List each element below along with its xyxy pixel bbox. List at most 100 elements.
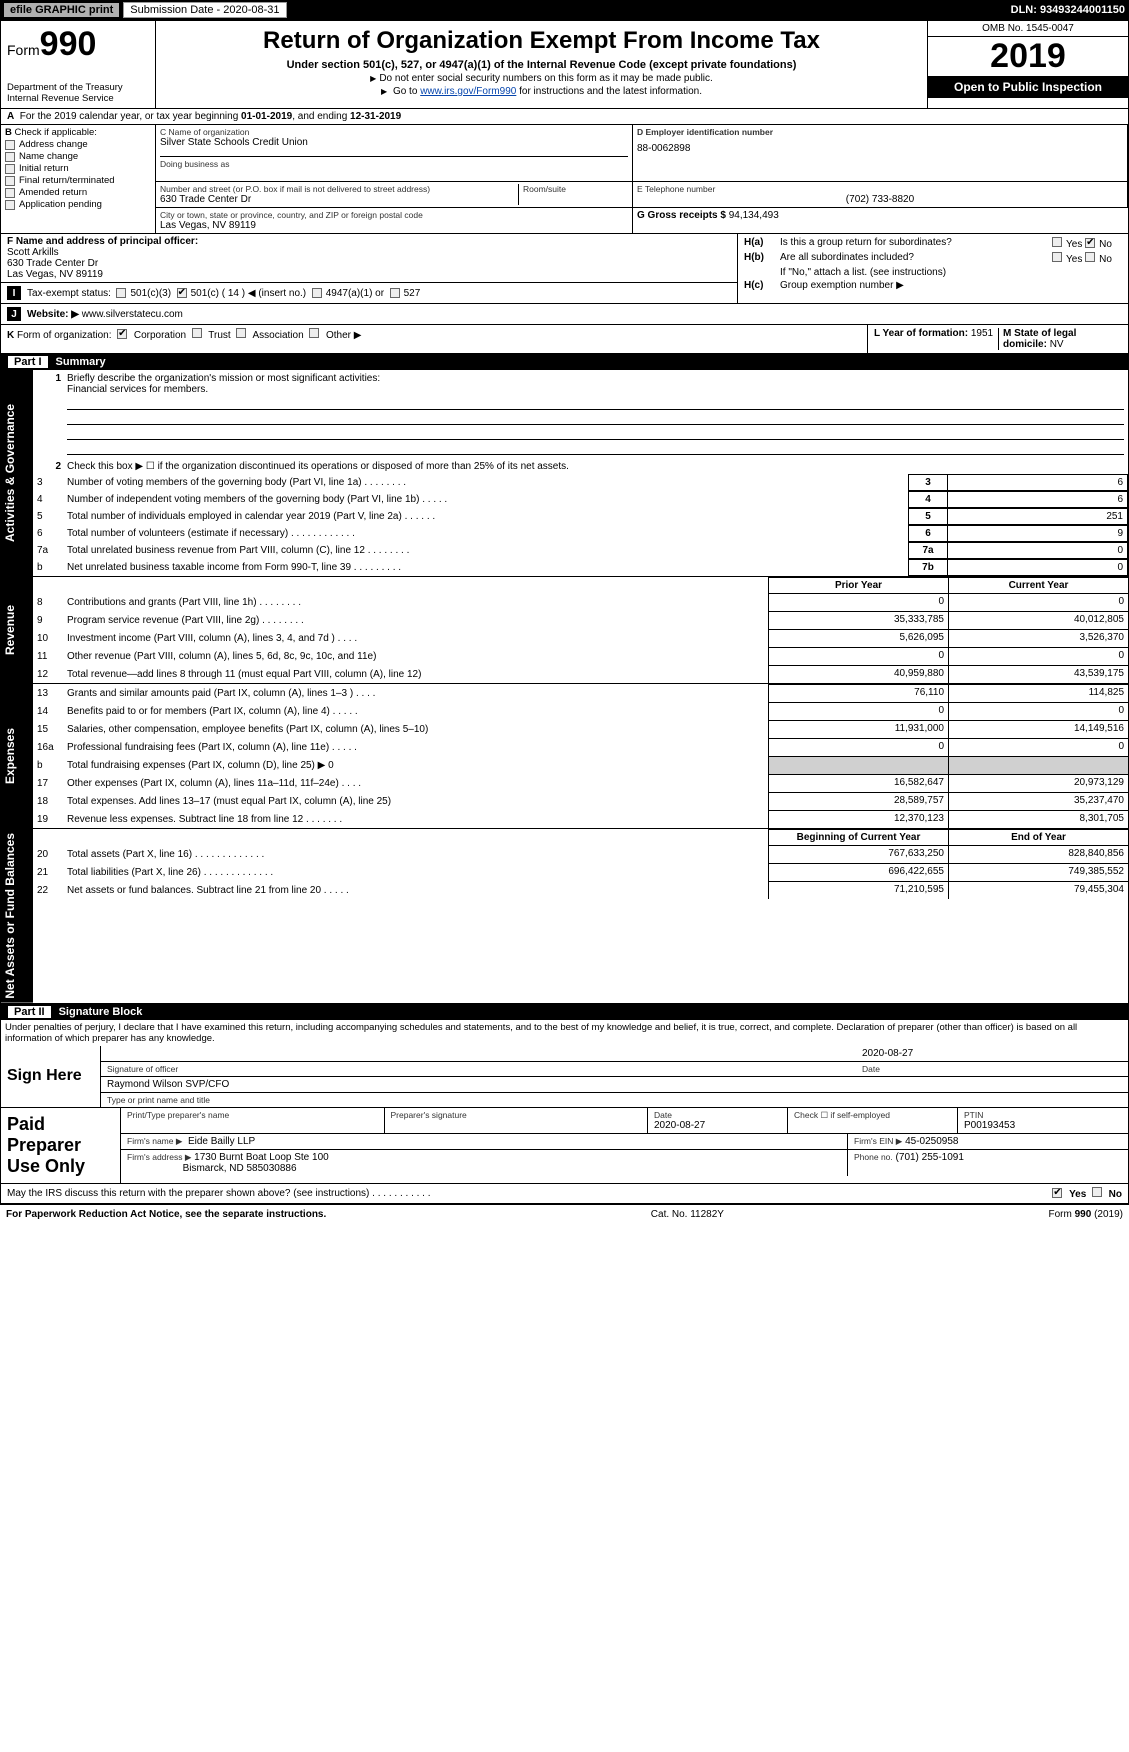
ptin-lbl: PTIN [964, 1110, 1122, 1120]
officer-addr: 630 Trade Center Dr [7, 258, 731, 269]
omb-number: OMB No. 1545-0047 [928, 21, 1128, 37]
chk-corp[interactable] [117, 329, 127, 339]
ha-no-lbl: No [1099, 239, 1112, 250]
tab-expenses: Expenses [1, 684, 33, 828]
k-l-m-row: K Form of organization: Corporation Trus… [0, 325, 1129, 354]
l1-text: Briefly describe the organization's miss… [67, 373, 380, 384]
m-val: NV [1050, 339, 1064, 350]
form-prefix: Form [7, 42, 40, 58]
prep-date: 2020-08-27 [654, 1120, 781, 1131]
part-ii-roman: Part II [8, 1006, 51, 1018]
subtitle-section: Under section 501(c), 527, or 4947(a)(1)… [162, 59, 921, 71]
opt-trust: Trust [208, 330, 230, 341]
room-lbl: Room/suite [523, 184, 628, 194]
d-lbl: D Employer identification number [637, 127, 1123, 137]
footer-left: For Paperwork Reduction Act Notice, see … [6, 1209, 326, 1220]
tab-governance: Activities & Governance [1, 370, 33, 576]
data-line: 22Net assets or fund balances. Subtract … [33, 881, 1128, 899]
row-a-end: 12-31-2019 [350, 111, 401, 122]
form-title: Return of Organization Exempt From Incom… [162, 27, 921, 55]
data-line: 21Total liabilities (Part X, line 26) . … [33, 863, 1128, 881]
l-lbl: L Year of formation: [874, 328, 968, 339]
part-i-roman: Part I [8, 356, 48, 368]
data-line: 8Contributions and grants (Part VIII, li… [33, 593, 1128, 611]
chk-name[interactable] [5, 152, 15, 162]
f-lbl: F Name and address of principal officer: [7, 236, 198, 247]
ha: H(a) [744, 237, 780, 248]
chk-other[interactable] [309, 328, 319, 338]
website-row: J Website: ▶ www.silverstatecu.com [0, 304, 1129, 325]
discuss-no[interactable] [1092, 1187, 1102, 1197]
hb-no-lbl: No [1099, 254, 1112, 265]
sign-here-label: Sign Here [1, 1046, 101, 1107]
l-val: 1951 [971, 328, 993, 339]
ha-yes[interactable] [1052, 237, 1062, 247]
hb-yes[interactable] [1052, 252, 1062, 262]
data-line: 11Other revenue (Part VIII, column (A), … [33, 647, 1128, 665]
row-a-pre: For the 2019 calendar year, or tax year … [20, 111, 241, 122]
row-a-tax-year: A For the 2019 calendar year, or tax yea… [0, 109, 1129, 125]
addr-lbl: Number and street (or P.O. box if mail i… [160, 184, 518, 194]
opt-assoc: Association [253, 330, 304, 341]
tab-netassets: Net Assets or Fund Balances [1, 829, 33, 1003]
phone: (702) 733-8820 [637, 194, 1123, 205]
form-990-big: 990 [40, 25, 97, 63]
e-lbl: E Telephone number [637, 184, 1123, 194]
ha-yes-lbl: Yes [1066, 239, 1082, 250]
part-i-title: Summary [56, 356, 106, 368]
data-line: 10Investment income (Part VIII, column (… [33, 629, 1128, 647]
chk-527[interactable] [390, 288, 400, 298]
opt-4947: 4947(a)(1) or [326, 288, 384, 299]
chk-amended[interactable] [5, 188, 15, 198]
city-lbl: City or town, state or province, country… [160, 210, 628, 220]
irs-link[interactable]: www.irs.gov/Form990 [420, 86, 516, 97]
chk-501c3[interactable] [116, 288, 126, 298]
chk-4947[interactable] [312, 288, 322, 298]
chk-initial[interactable] [5, 164, 15, 174]
chk-pending[interactable] [5, 200, 15, 210]
chk-pending-lbl: Application pending [19, 199, 102, 210]
officer-sig-name: Raymond Wilson SVP/CFO [107, 1079, 1122, 1090]
firm-addr-lbl: Firm's address ▶ [127, 1152, 191, 1162]
dept-irs: Internal Revenue Service [7, 93, 149, 104]
chk-final-lbl: Final return/terminated [19, 175, 115, 186]
b-header: B Check if applicable: [5, 127, 151, 138]
entity-block: B Check if applicable: Address change Na… [0, 125, 1129, 234]
chk-501c[interactable] [177, 288, 187, 298]
data-line: 16aProfessional fundraising fees (Part I… [33, 738, 1128, 756]
data-line: 9Program service revenue (Part VIII, lin… [33, 611, 1128, 629]
part-ii-title: Signature Block [59, 1006, 143, 1018]
goto-post: for instructions and the latest informat… [516, 86, 702, 97]
net-col-hdr: Beginning of Current YearEnd of Year [33, 829, 1128, 845]
opt-527: 527 [404, 288, 421, 299]
part-i-header: Part I Summary [0, 354, 1129, 370]
chk-addr[interactable] [5, 140, 15, 150]
sign-date: 2020-08-27 [862, 1048, 1122, 1059]
row-a-begin: 01-01-2019 [241, 111, 292, 122]
hb-no[interactable] [1085, 252, 1095, 262]
firm-name: Eide Bailly LLP [188, 1136, 255, 1147]
opt-corp: Corporation [134, 330, 186, 341]
discuss-yes[interactable] [1052, 1188, 1062, 1198]
data-line: 18Total expenses. Add lines 13–17 (must … [33, 792, 1128, 810]
chk-final[interactable] [5, 176, 15, 186]
website-val: www.silverstatecu.com [82, 309, 183, 320]
website-lbl: Website: ▶ [27, 309, 79, 320]
perjury-text: Under penalties of perjury, I declare th… [0, 1020, 1129, 1046]
gross: 94,134,493 [729, 210, 779, 221]
sign-here-block: Sign Here 2020-08-27 Signature of office… [0, 1046, 1129, 1108]
rev-section: Revenue Prior YearCurrent Year 8Contribu… [0, 576, 1129, 683]
firm-ein-lbl: Firm's EIN ▶ [854, 1136, 902, 1146]
page-footer: For Paperwork Reduction Act Notice, see … [0, 1204, 1129, 1240]
ha-no[interactable] [1085, 238, 1095, 248]
c-name-lbl: C Name of organization [160, 127, 628, 137]
prep-selfemp-lbl: Check ☐ if self-employed [794, 1110, 951, 1121]
chk-assoc[interactable] [236, 328, 246, 338]
data-line: 19Revenue less expenses. Subtract line 1… [33, 810, 1128, 828]
data-line: 17Other expenses (Part IX, column (A), l… [33, 774, 1128, 792]
opt-501c3: 501(c)(3) [130, 288, 171, 299]
dept-treasury: Department of the Treasury [7, 82, 149, 93]
chk-trust[interactable] [192, 328, 202, 338]
hb-yes-lbl: Yes [1066, 254, 1082, 265]
letter-i: I [7, 286, 21, 300]
